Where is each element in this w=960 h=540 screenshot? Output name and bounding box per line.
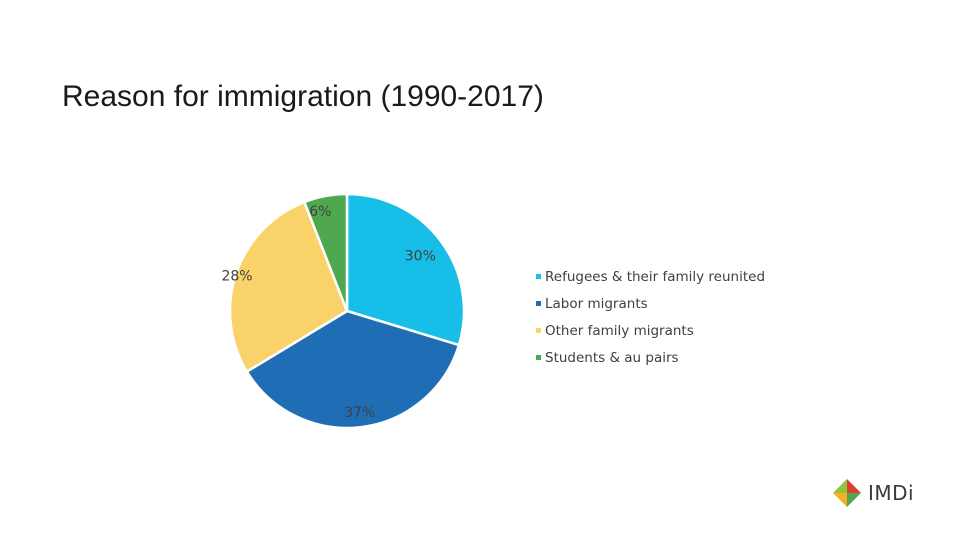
legend-label: Students & au pairs (545, 349, 679, 366)
legend-item-3: Other family migrants (536, 317, 765, 344)
imdi-logo: IMDi (832, 475, 922, 511)
chart-legend: Refugees & their family reunited Labor mi… (536, 263, 765, 371)
pie-slices (228, 192, 466, 430)
logo-segment-top (847, 479, 861, 493)
imdi-logo-icon (833, 479, 861, 507)
legend-swatch (536, 274, 541, 279)
logo-segment-bottom (833, 493, 847, 507)
legend-item-1: Refugees & their family reunited (536, 263, 765, 290)
legend-item-2: Labor migrants (536, 290, 765, 317)
slice-label-3: 28% (221, 268, 252, 284)
pie-slice-4 (302, 192, 349, 312)
legend-item-4: Students & au pairs (536, 344, 765, 371)
legend-swatch (536, 301, 541, 306)
slice-label-1: 30% (405, 249, 436, 265)
logo-text: IMDi (868, 481, 915, 505)
legend-swatch (536, 355, 541, 360)
legend-label: Refugees & their family reunited (545, 268, 766, 285)
legend-label: Labor migrants (545, 295, 648, 312)
slice-label-4: 6% (309, 204, 331, 220)
logo-segment-right (847, 493, 861, 507)
pie-labels: 30% 37% 28% 6% (221, 204, 435, 421)
slice-label-2: 37% (344, 405, 375, 421)
legend-swatch (536, 328, 541, 333)
pie-slice-1 (345, 192, 466, 347)
chart-title: Reason for immigration (1990-2017) (62, 80, 544, 113)
legend-label: Other family migrants (545, 322, 694, 339)
pie-slice-3 (228, 200, 349, 374)
logo-segment-left (833, 479, 847, 493)
